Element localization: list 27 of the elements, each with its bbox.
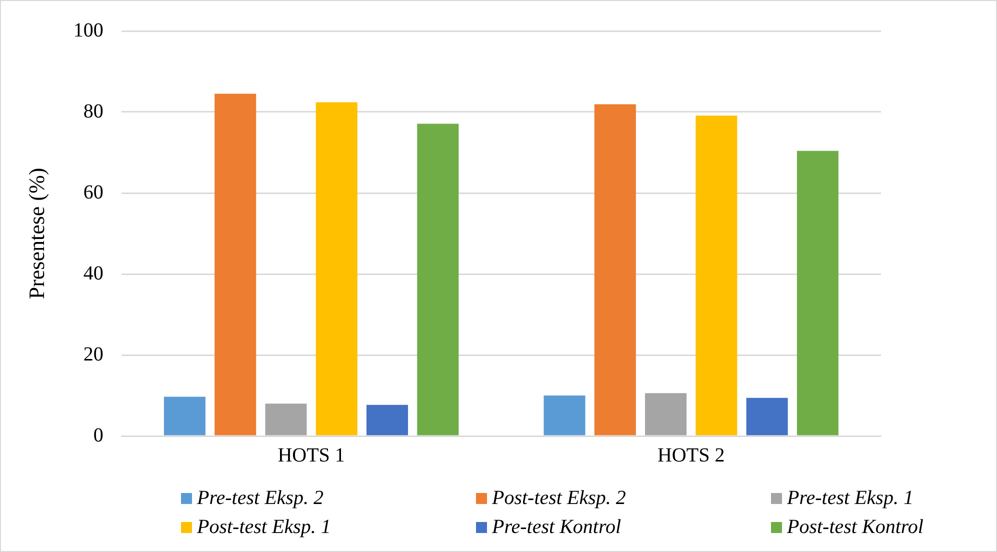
legend-label: Pre-test Kontrol bbox=[492, 516, 622, 539]
bar bbox=[746, 398, 788, 436]
y-tick-label: 60 bbox=[83, 181, 104, 204]
bar bbox=[265, 404, 307, 436]
bar bbox=[417, 124, 459, 436]
x-tick-label: HOTS 2 bbox=[657, 444, 725, 466]
y-tick-label: 80 bbox=[83, 100, 104, 122]
bar bbox=[316, 102, 358, 436]
bar bbox=[696, 116, 738, 436]
x-tick-label: HOTS 1 bbox=[278, 444, 345, 466]
bar bbox=[164, 396, 206, 436]
y-tick-label: 0 bbox=[93, 424, 104, 446]
bar bbox=[214, 94, 256, 436]
bar bbox=[594, 104, 636, 436]
bar bbox=[544, 396, 586, 436]
y-tick-label: 100 bbox=[73, 19, 104, 42]
bar bbox=[645, 393, 687, 436]
legend-label: Post-test Kontrol bbox=[787, 516, 924, 539]
y-tick-label: 40 bbox=[83, 262, 104, 284]
y-tick-label: 20 bbox=[83, 343, 104, 366]
legend-label: Pre-test Eksp. 1 bbox=[787, 487, 914, 510]
legend-label: Post-test Eksp. 1 bbox=[197, 516, 331, 539]
bar bbox=[366, 404, 408, 436]
legend-label: Pre-test Eksp. 2 bbox=[197, 487, 324, 510]
y-axis-title: Presentese (%) bbox=[24, 168, 49, 300]
legend-label: Post-test Eksp. 2 bbox=[492, 487, 626, 510]
bar bbox=[796, 150, 838, 436]
